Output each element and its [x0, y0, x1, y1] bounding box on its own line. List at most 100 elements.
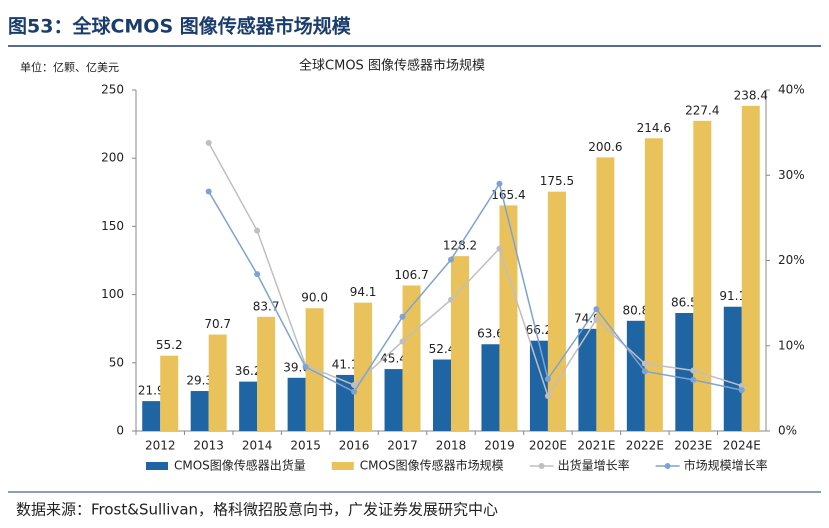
- y-tick-label: 250: [101, 83, 124, 97]
- bar: [287, 377, 306, 431]
- point: [254, 271, 261, 278]
- bar: [675, 313, 694, 431]
- bar: [257, 316, 276, 431]
- bar: [723, 306, 742, 431]
- y-tick-label: 0: [116, 424, 124, 438]
- point: [399, 338, 406, 345]
- x-tick-label: 2020E: [529, 439, 567, 453]
- point: [641, 368, 648, 375]
- point: [496, 245, 503, 252]
- x-tick-label: 2022E: [626, 439, 664, 453]
- bar: [693, 120, 712, 431]
- point: [544, 375, 551, 382]
- y-tick-label: 100: [101, 287, 124, 301]
- value-label: 66.2: [526, 323, 553, 337]
- point: [690, 376, 697, 383]
- bar: [547, 191, 566, 431]
- legend-label: CMOS图像传感器出货量: [174, 458, 306, 473]
- value-label: 238.4: [734, 88, 768, 102]
- legend-label: 市场规模增长率: [684, 458, 768, 473]
- value-label: 52.4: [429, 342, 456, 356]
- value-label: 70.7: [204, 317, 231, 331]
- point: [593, 316, 600, 323]
- value-label: 214.6: [637, 121, 671, 135]
- y2-tick-label: 10%: [778, 338, 805, 352]
- source: 数据来源：Frost&Sullivan，格科微招股意向书，广发证券发展研究中心: [16, 501, 498, 519]
- x-tick-label: 2016: [339, 439, 370, 453]
- point: [254, 227, 261, 234]
- value-label: 106.7: [394, 268, 428, 282]
- legend-swatch: [146, 462, 168, 470]
- point: [738, 382, 745, 389]
- value-label: 63.6: [477, 327, 504, 341]
- bar: [433, 359, 451, 431]
- point: [738, 387, 745, 394]
- legend-swatch: [538, 463, 545, 469]
- figure-title: 图53：全球CMOS 图像传感器市场规模: [8, 15, 352, 38]
- x-tick-label: 2018: [436, 439, 467, 453]
- value-label: 200.6: [588, 140, 622, 154]
- x-tick-label: 2012: [145, 439, 176, 453]
- line: [208, 181, 742, 393]
- legend-swatch: [331, 462, 354, 470]
- point: [205, 139, 212, 146]
- bar: [354, 302, 373, 431]
- legend-swatch: [664, 463, 671, 469]
- point: [351, 388, 358, 395]
- bar: [596, 157, 615, 432]
- x-tick-label: 2015: [290, 439, 321, 453]
- value-label: 21.9: [138, 384, 165, 398]
- bar: [578, 328, 597, 431]
- point: [641, 360, 648, 367]
- value-label: 90.0: [301, 291, 328, 305]
- value-label: 80.8: [622, 303, 649, 317]
- point: [302, 364, 309, 371]
- point: [448, 256, 454, 263]
- point: [544, 393, 551, 400]
- bar: [142, 401, 161, 431]
- value-label: 165.4: [491, 188, 525, 202]
- bar: [499, 205, 518, 431]
- x-tick-label: 2021E: [577, 439, 615, 453]
- bar: [402, 285, 421, 431]
- x-tick-label: 2024E: [723, 439, 761, 453]
- bar: [239, 381, 258, 431]
- y2-tick-label: 40%: [778, 83, 805, 97]
- y-tick-label: 150: [101, 219, 124, 233]
- unit-label: 单位：亿颗、亿美元: [20, 60, 119, 74]
- x-tick-label: 2023E: [674, 439, 712, 453]
- bar: [644, 138, 663, 432]
- y2-tick-label: 0%: [778, 424, 797, 438]
- y-tick-label: 200: [101, 151, 124, 165]
- bar: [741, 105, 760, 432]
- point: [690, 367, 697, 374]
- value-label: 91.1: [719, 289, 746, 303]
- point: [399, 313, 406, 320]
- point: [496, 180, 503, 187]
- point: [351, 381, 358, 388]
- legend-label: CMOS图像传感器市场规模: [360, 458, 504, 473]
- point: [593, 306, 600, 313]
- value-label: 55.2: [156, 338, 183, 352]
- bar: [481, 344, 500, 431]
- x-tick-label: 2017: [387, 439, 418, 453]
- value-label: 86.5: [671, 296, 698, 310]
- point: [205, 188, 212, 195]
- chart-title: 全球CMOS 图像传感器市场规模: [299, 58, 485, 74]
- x-tick-label: 2013: [193, 439, 224, 453]
- bar: [384, 369, 403, 431]
- y-tick-label: 50: [109, 355, 124, 369]
- value-label: 41.1: [332, 357, 359, 371]
- value-label: 227.4: [685, 103, 719, 117]
- y2-tick-label: 20%: [778, 253, 805, 267]
- value-label: 36.2: [235, 364, 262, 378]
- value-label: 83.7: [253, 299, 280, 313]
- bar: [626, 320, 645, 431]
- bar: [190, 391, 209, 431]
- value-label: 175.5: [540, 174, 574, 188]
- bar: [160, 355, 179, 431]
- line: [208, 142, 742, 398]
- y2-tick-label: 30%: [778, 168, 805, 182]
